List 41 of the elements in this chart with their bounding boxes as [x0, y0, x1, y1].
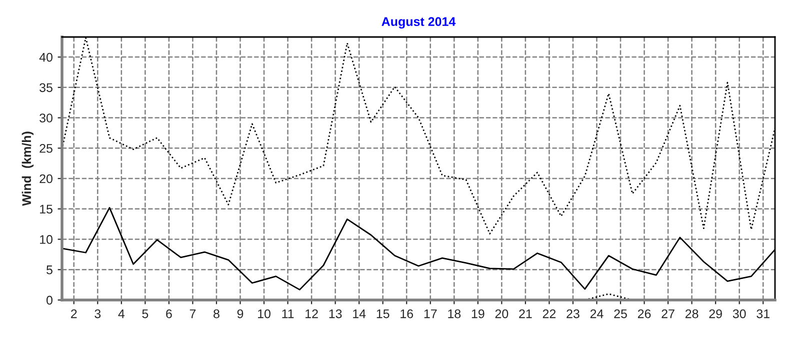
- x-tick-label: 21: [519, 309, 532, 318]
- x-tick-label: 17: [424, 309, 437, 318]
- x-tick-label: 4: [118, 309, 125, 318]
- x-tick-label: 25: [614, 309, 627, 318]
- x-tick-label: 5: [142, 309, 148, 318]
- x-tick-label: 23: [566, 309, 580, 318]
- y-tick-label: 30: [40, 114, 52, 122]
- y-tick-label: 25: [40, 144, 52, 153]
- x-tick-label: 26: [638, 309, 651, 318]
- x-tick-label: 2: [71, 309, 77, 318]
- x-tick-label: 15: [376, 309, 390, 318]
- x-tick-label: 8: [214, 309, 220, 318]
- x-tick-label: 7: [190, 309, 196, 318]
- x-tick-label: 3: [94, 309, 101, 318]
- x-tick-label: 30: [732, 309, 746, 318]
- x-tick-label: 18: [448, 309, 461, 318]
- y-tick-label: 15: [40, 204, 52, 214]
- y-tick-label: 5: [46, 266, 52, 274]
- x-tick-label: 12: [306, 309, 318, 318]
- chart-title: August 2014: [382, 17, 456, 29]
- x-tick-label: 27: [662, 309, 674, 318]
- x-tick-label: 19: [472, 309, 484, 318]
- x-tick-label: 10: [258, 309, 270, 318]
- y-tick-label: 20: [40, 174, 52, 184]
- x-tick-label: 13: [329, 309, 342, 318]
- y-tick-label: 10: [40, 235, 52, 244]
- y-tick-label: 35: [40, 83, 52, 92]
- y-tick-label: 40: [39, 52, 52, 62]
- y-tick-label: 0: [46, 296, 52, 305]
- x-tick-label: 6: [166, 309, 172, 318]
- x-tick-label: 24: [590, 309, 604, 318]
- x-tick-label: 14: [353, 309, 366, 318]
- x-tick-label: 31: [756, 309, 770, 318]
- x-tick-label: 11: [282, 309, 294, 318]
- x-tick-label: 9: [237, 309, 244, 318]
- x-tick-label: 20: [495, 309, 508, 318]
- x-tick-label: 28: [685, 309, 698, 318]
- x-tick-label: 22: [542, 309, 556, 318]
- x-tick-label: 29: [709, 309, 722, 318]
- x-tick-label: 16: [400, 309, 414, 318]
- y-axis-title: Wind (km/h): [22, 132, 34, 206]
